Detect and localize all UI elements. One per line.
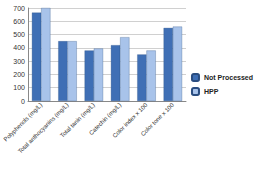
svg-text:300: 300 <box>13 58 25 65</box>
svg-text:Polyphenols (mg/L): Polyphenols (mg/L) <box>2 101 44 143</box>
svg-text:Total anthocyanins (mg/L): Total anthocyanins (mg/L) <box>17 102 70 155</box>
svg-text:0: 0 <box>21 98 25 105</box>
svg-text:600: 600 <box>13 18 25 25</box>
svg-text:Not Processed: Not Processed <box>204 74 253 81</box>
svg-text:400: 400 <box>13 44 25 51</box>
svg-text:100: 100 <box>13 84 25 91</box>
svg-text:700: 700 <box>13 5 25 12</box>
svg-text:Color tone x 100: Color tone x 100 <box>140 101 176 137</box>
svg-text:Total tanin (mg/L): Total tanin (mg/L) <box>59 101 96 139</box>
svg-text:500: 500 <box>13 31 25 38</box>
svg-text:200: 200 <box>13 71 25 78</box>
svg-text:Color index x 100: Color index x 100 <box>111 101 149 140</box>
svg-text:Catechin (mg/L): Catechin (mg/L) <box>87 101 123 137</box>
svg-text:HPP: HPP <box>204 88 219 95</box>
